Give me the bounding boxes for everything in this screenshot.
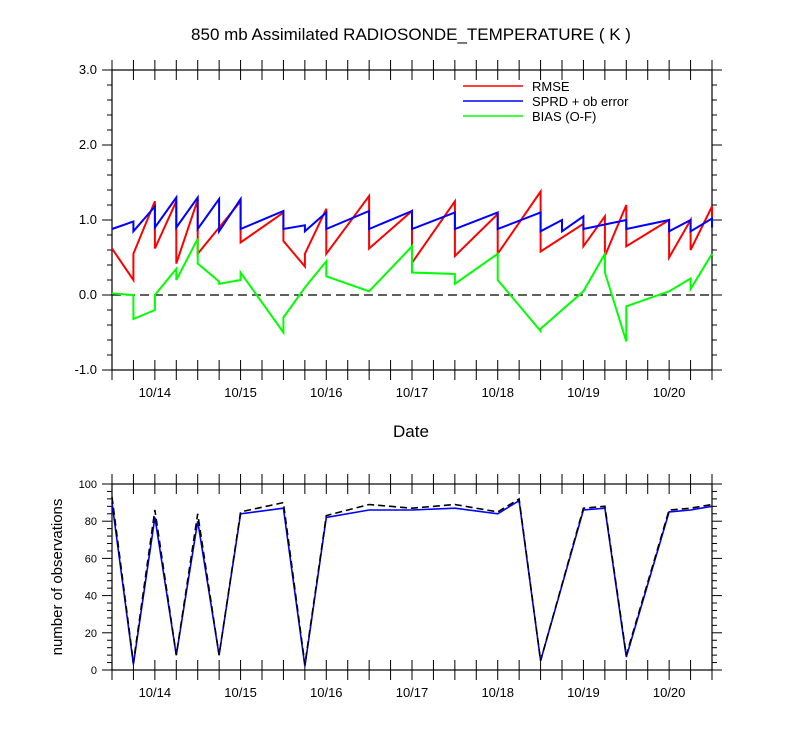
x-tick-label: 10/14 — [139, 385, 172, 400]
x-tick-label: 10/15 — [224, 385, 257, 400]
top-series-lines — [111, 188, 713, 342]
top-axis-ticks: 10/14 10/15 10/16 10/17 10/18 10/19 10/20 -1.0 0… — [75, 60, 722, 400]
legend-label: SPRD + ob error — [532, 94, 629, 109]
series-line-assimilated — [111, 499, 713, 667]
x-tick-label: 10/16 — [310, 685, 343, 700]
bottom-series-lines — [111, 496, 713, 667]
x-tick-label: 10/19 — [567, 385, 600, 400]
x-tick-label: 10/17 — [396, 385, 429, 400]
y-tick-label: 60 — [85, 553, 97, 565]
chart-title: 850 mb Assimilated RADIOSONDE_TEMPERATUR… — [191, 25, 631, 44]
y-tick-label: 20 — [85, 628, 97, 640]
x-tick-label: 10/14 — [139, 685, 172, 700]
y-tick-label: 80 — [85, 516, 97, 528]
x-axis-label: Date — [393, 422, 429, 441]
legend-label: RMSE — [532, 79, 570, 94]
y-tick-label: 1.0 — [79, 212, 97, 227]
x-tick-label: 10/19 — [567, 685, 600, 700]
y-tick-label: 2.0 — [79, 137, 97, 152]
series-line-bias-o-f- — [111, 238, 713, 342]
bottom-axis-ticks: 10/14 10/15 10/16 10/17 10/18 10/19 10/20 0 20 40… — [79, 474, 722, 700]
y-tick-label: 0 — [91, 665, 97, 677]
observations-panel: 10/14 10/15 10/16 10/17 10/18 10/19 10/20 0 20 40… — [79, 474, 722, 700]
series-line-possible — [111, 496, 713, 665]
x-tick-label: 10/20 — [653, 385, 686, 400]
y-tick-label: 0.0 — [79, 287, 97, 302]
series-line-sprd-ob-error — [111, 194, 713, 235]
y-tick-label: 100 — [79, 479, 97, 491]
x-tick-label: 10/20 — [653, 685, 686, 700]
x-tick-label: 10/15 — [224, 685, 257, 700]
rmse-bias-panel: 10/14 10/15 10/16 10/17 10/18 10/19 10/20 -1.0 0… — [75, 60, 722, 400]
bottom-plot-frame — [111, 483, 713, 671]
x-tick-label: 10/18 — [481, 385, 514, 400]
y-tick-label: 40 — [85, 591, 97, 603]
x-tick-label: 10/17 — [396, 685, 429, 700]
legend-label: BIAS (O-F) — [532, 109, 596, 124]
y-tick-label: -1.0 — [75, 362, 97, 377]
y-axis-label-observations: number of observations — [49, 499, 66, 656]
y-tick-label: 3.0 — [79, 62, 97, 77]
x-tick-label: 10/16 — [310, 385, 343, 400]
x-tick-label: 10/18 — [481, 685, 514, 700]
